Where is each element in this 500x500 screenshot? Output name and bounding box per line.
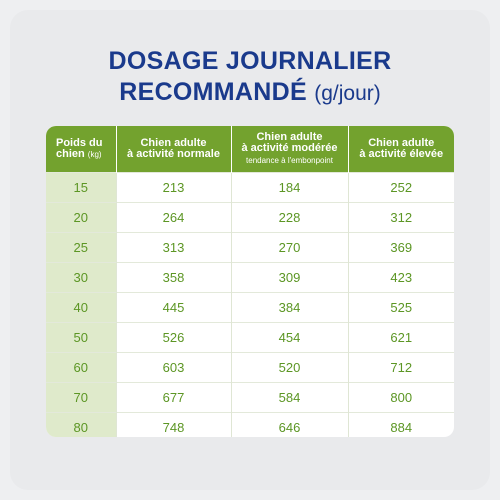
cell-weight: 50 [46, 322, 117, 353]
cell-high: 800 [348, 382, 454, 413]
cell-moderate: 184 [231, 172, 349, 203]
cell-weight: 70 [46, 382, 117, 413]
cell-normal: 313 [116, 232, 232, 263]
header-moderate-l1: Chien adulte [256, 131, 323, 143]
header-moderate-sub: tendance à l'embonpoint [246, 156, 333, 165]
cell-high: 621 [348, 322, 454, 353]
cell-normal: 264 [116, 202, 232, 233]
table-row: 70 677 584 800 [46, 382, 454, 413]
cell-weight: 30 [46, 262, 117, 293]
cell-normal: 445 [116, 292, 232, 323]
header-weight-unit: (kg) [87, 150, 102, 159]
cell-normal: 526 [116, 322, 232, 353]
cell-moderate: 228 [231, 202, 349, 233]
cell-weight: 15 [46, 172, 117, 203]
cell-high: 712 [348, 352, 454, 383]
table-body: 15 213 184 252 20 264 228 312 25 313 270 369 30 358 30… [46, 172, 454, 437]
cell-high: 525 [348, 292, 454, 323]
table-row: 80 748 646 884 [46, 412, 454, 437]
header-high-l2: à activité élevée [359, 148, 444, 160]
cell-normal: 748 [116, 412, 232, 437]
cell-weight: 60 [46, 352, 117, 383]
title-unit: (g/jour) [314, 82, 381, 105]
table-row: 15 213 184 252 [46, 172, 454, 203]
dosage-table: Poids du chien (kg) Chien adulte à activ… [46, 126, 454, 437]
cell-high: 252 [348, 172, 454, 203]
header-weight-line1: Poids du [56, 137, 103, 149]
cell-high: 423 [348, 262, 454, 293]
title-line-2: RECOMMANDÉ (g/jour) [10, 77, 490, 109]
cell-normal: 677 [116, 382, 232, 413]
cell-high: 884 [348, 412, 454, 437]
cell-weight: 80 [46, 412, 117, 437]
title-line-2-text: RECOMMANDÉ [119, 78, 307, 106]
cell-moderate: 584 [231, 382, 349, 413]
cell-normal: 603 [116, 352, 232, 383]
cell-high: 312 [348, 202, 454, 233]
header-moderate-activity: Chien adulte à activité modérée tendance… [231, 126, 349, 173]
cell-moderate: 309 [231, 262, 349, 293]
header-normal-l1: Chien adulte [140, 137, 207, 149]
table-row: 50 526 454 621 [46, 322, 454, 353]
table-row: 20 264 228 312 [46, 202, 454, 233]
header-weight-line2: chien [56, 148, 85, 160]
cell-weight: 40 [46, 292, 117, 323]
dosage-table-container: Poids du chien (kg) Chien adulte à activ… [46, 126, 454, 437]
cell-weight: 25 [46, 232, 117, 263]
cell-moderate: 454 [231, 322, 349, 353]
cell-normal: 213 [116, 172, 232, 203]
cell-moderate: 646 [231, 412, 349, 437]
header-weight: Poids du chien (kg) [46, 126, 117, 173]
header-normal-l2: à activité normale [127, 148, 220, 160]
cell-moderate: 520 [231, 352, 349, 383]
cell-normal: 358 [116, 262, 232, 293]
cell-weight: 20 [46, 202, 117, 233]
header-normal-activity: Chien adulte à activité normale [116, 126, 232, 173]
table-row: 30 358 309 423 [46, 262, 454, 293]
header-moderate-l2: à activité modérée [241, 142, 338, 154]
title-line-1: DOSAGE JOURNALIER [108, 47, 392, 75]
header-high-activity: Chien adulte à activité élevée [348, 126, 454, 173]
table-header-row: Poids du chien (kg) Chien adulte à activ… [46, 126, 454, 173]
table-row: 60 603 520 712 [46, 352, 454, 383]
page-title: DOSAGE JOURNALIER RECOMMANDÉ (g/jour) [10, 46, 490, 109]
table-row: 40 445 384 525 [46, 292, 454, 323]
cell-moderate: 270 [231, 232, 349, 263]
cell-moderate: 384 [231, 292, 349, 323]
cell-high: 369 [348, 232, 454, 263]
header-high-l1: Chien adulte [368, 137, 435, 149]
table-row: 25 313 270 369 [46, 232, 454, 263]
